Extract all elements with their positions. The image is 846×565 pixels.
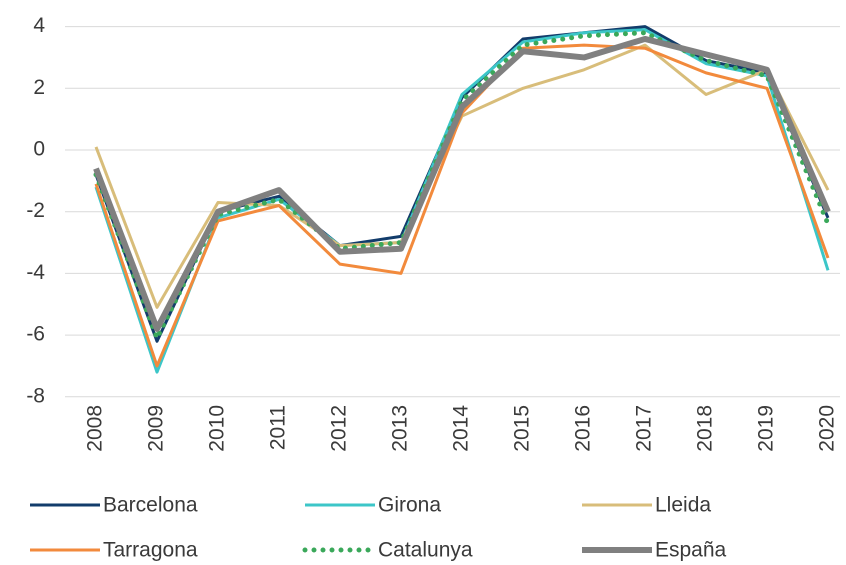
- x-tick-label: 2012: [328, 405, 351, 452]
- y-tick-label: 2: [33, 76, 45, 99]
- y-tick-label: -4: [26, 261, 45, 284]
- legend-label: Lleida: [655, 494, 711, 517]
- y-tick-label: -6: [26, 323, 45, 346]
- x-tick-label: 2011: [267, 405, 290, 450]
- x-tick-label: 2010: [206, 405, 229, 452]
- x-tick-label: 2019: [755, 405, 778, 452]
- legend-label: Barcelona: [103, 494, 198, 517]
- x-tick-label: 2013: [389, 405, 412, 452]
- series-line: [94, 28, 830, 374]
- x-tick-label: 2016: [572, 405, 595, 452]
- legend-label: Catalunya: [378, 539, 473, 562]
- y-tick-label: 0: [33, 138, 45, 161]
- series-line: [93, 35, 831, 332]
- legend-label: España: [655, 539, 727, 562]
- x-tick-label: 2015: [511, 405, 534, 452]
- x-tick-label: 2018: [694, 405, 717, 452]
- series-line: [94, 25, 830, 343]
- legend-label: Tarragona: [103, 539, 198, 562]
- x-tick-label: 2008: [84, 405, 107, 452]
- y-tick-label: -2: [26, 199, 45, 222]
- legend-label: Girona: [378, 494, 441, 517]
- y-tick-label: 4: [33, 14, 45, 37]
- y-tick-label: -8: [26, 384, 45, 407]
- x-tick-label: 2009: [145, 405, 168, 452]
- x-tick-label: 2014: [450, 405, 473, 452]
- series-line: [94, 43, 830, 309]
- x-tick-label: 2017: [633, 405, 656, 452]
- series-line: [93, 30, 831, 341]
- x-tick-label: 2020: [816, 405, 839, 452]
